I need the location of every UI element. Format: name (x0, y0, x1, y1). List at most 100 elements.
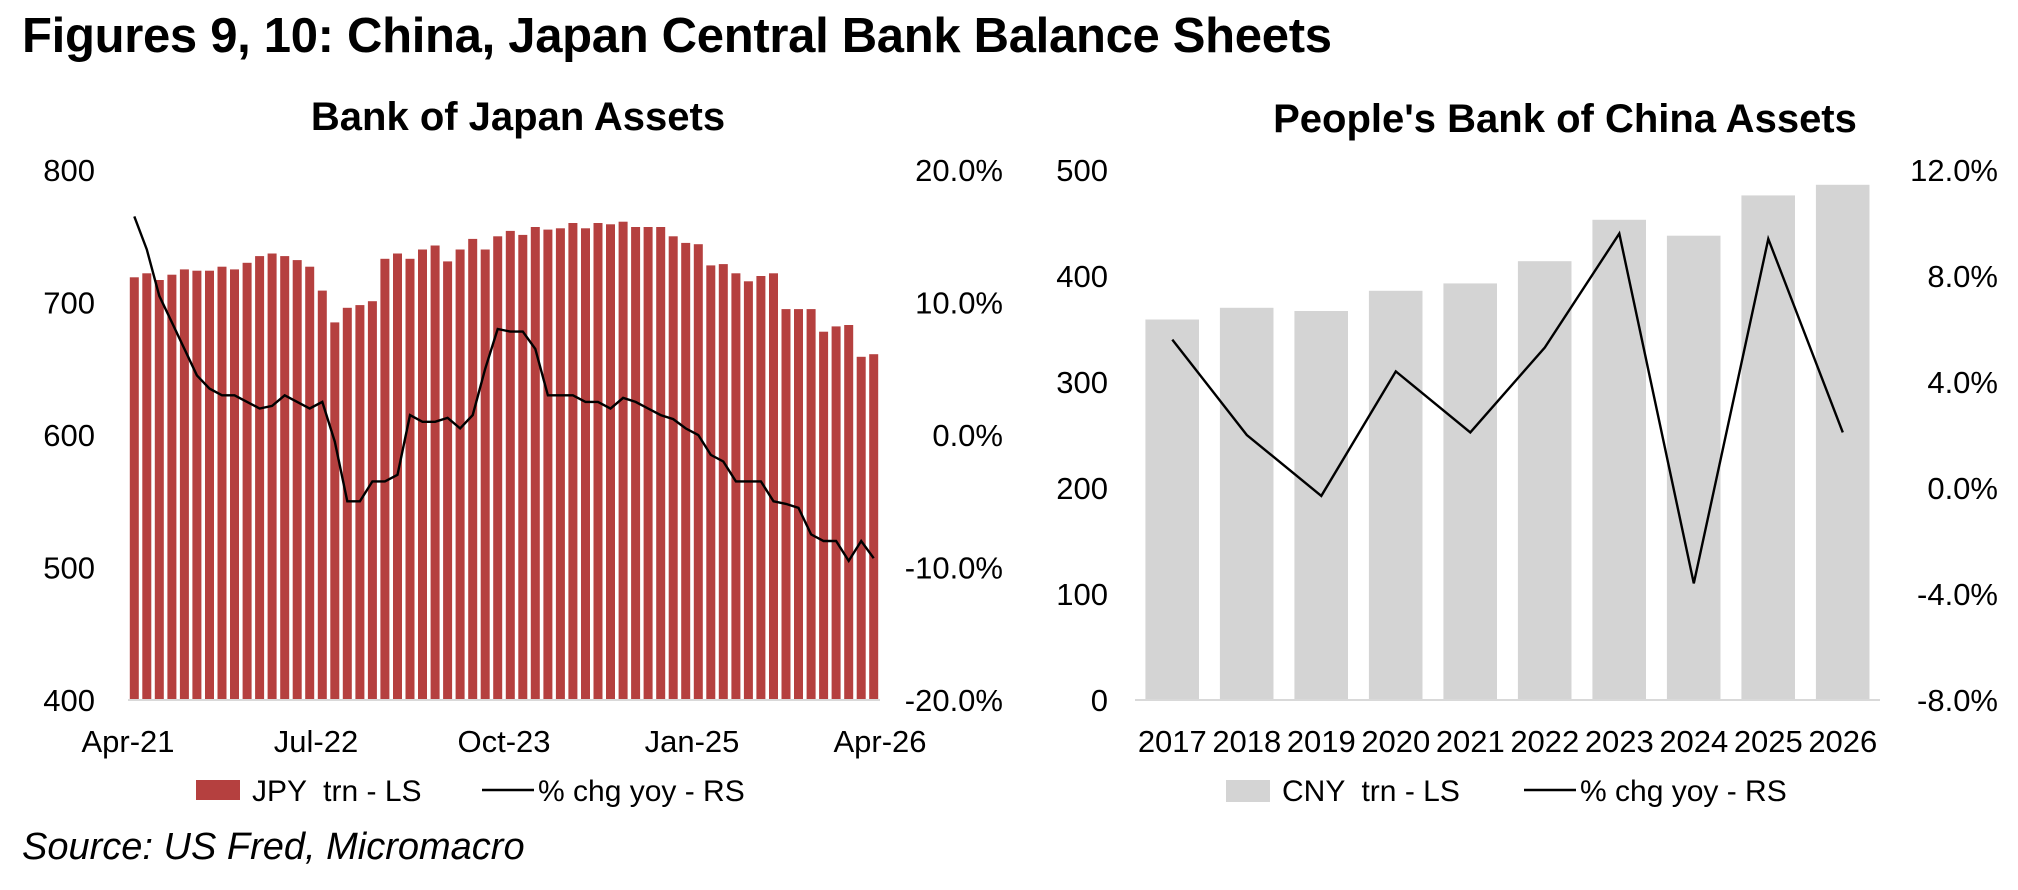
boj-x-ticks: Apr-21 Jul-22 Oct-23 Jan-25 Apr-26 (81, 724, 926, 759)
pboc-right-tick-label: -8.0% (1917, 683, 1998, 718)
boj-x-tick-label: Jul-22 (274, 724, 358, 759)
boj-bar (643, 227, 653, 700)
pboc-right-tick-label: 8.0% (1927, 259, 1998, 294)
pboc-bars (1145, 184, 1870, 701)
boj-bar (555, 228, 565, 701)
pboc-yoy-line (1171, 230, 1844, 584)
boj-bar (819, 331, 829, 700)
boj-bar (480, 249, 490, 700)
boj-bar (305, 266, 315, 700)
pboc-left-tick-label: 500 (1056, 153, 1108, 188)
boj-bar (668, 236, 678, 701)
pboc-x-tick-label: 2021 (1436, 724, 1505, 759)
pboc-x-ticks: 2017 2018 2019 2020 2021 2022 2023 2024 2025 2026 (1138, 724, 1877, 759)
boj-bar (167, 274, 177, 700)
boj-bar (292, 260, 302, 700)
boj-bar (706, 265, 716, 700)
boj-left-tick-label: 600 (43, 418, 95, 453)
boj-bar (142, 273, 152, 700)
boj-chart: Bank of Japan Assets 800 700 600 500 400 20.… (43, 95, 1003, 808)
pboc-x-tick-label: 2018 (1212, 724, 1281, 759)
boj-bar (418, 249, 427, 700)
boj-bar (205, 270, 214, 700)
boj-bar (280, 256, 290, 700)
boj-bar (756, 276, 766, 700)
pboc-legend-bar-swatch (1226, 780, 1270, 802)
boj-bar (844, 325, 854, 700)
pboc-left-tick-label: 400 (1056, 259, 1108, 294)
boj-bar (681, 242, 691, 700)
boj-chart-title: Bank of Japan Assets (311, 95, 725, 139)
boj-legend-bar-swatch (196, 780, 240, 800)
pboc-right-tick-label: 4.0% (1927, 365, 1998, 400)
boj-left-axis-ticks: 800 700 600 500 400 (43, 153, 95, 718)
pboc-bar (1666, 235, 1721, 700)
pboc-right-tick-label: 0.0% (1927, 471, 1998, 506)
boj-bar (367, 301, 377, 700)
boj-bar (255, 256, 265, 700)
boj-bar (330, 322, 340, 700)
boj-right-tick-label: 20.0% (915, 153, 1003, 188)
boj-bar (731, 273, 741, 700)
boj-right-axis-ticks: 20.0% 10.0% 0.0% -10.0% -20.0% (905, 153, 1003, 718)
pboc-left-axis-ticks: 500 400 300 200 100 0 (1056, 153, 1108, 718)
boj-bar (593, 223, 603, 700)
boj-bar (154, 280, 164, 700)
boj-right-tick-label: 10.0% (915, 286, 1003, 321)
pboc-bar (1219, 307, 1274, 700)
boj-bar (743, 281, 753, 700)
pboc-chart-title: People's Bank of China Assets (1273, 97, 1857, 141)
pboc-x-tick-label: 2025 (1734, 724, 1803, 759)
boj-bar (430, 245, 440, 700)
boj-bar (179, 269, 189, 700)
boj-bar (794, 309, 803, 700)
boj-legend-line-label: % chg yoy - RS (538, 775, 745, 808)
boj-bar (769, 273, 778, 700)
boj-bar (129, 277, 139, 700)
boj-bar (455, 249, 465, 700)
boj-x-tick-label: Oct-23 (457, 724, 550, 759)
boj-bar (267, 253, 277, 700)
boj-bar (242, 262, 252, 701)
pboc-chart: People's Bank of China Assets 500 400 300 2… (1056, 97, 1998, 808)
boj-bar (856, 356, 866, 700)
boj-bar (568, 223, 578, 700)
boj-bar (192, 270, 202, 700)
boj-bar (869, 354, 879, 700)
boj-bar (230, 269, 239, 700)
pboc-legend-bar-label: CNY trn - LS (1282, 775, 1460, 808)
boj-left-tick-label: 800 (43, 153, 95, 188)
boj-bar (581, 228, 590, 701)
boj-right-tick-label: -20.0% (905, 683, 1003, 718)
pboc-bar (1592, 219, 1646, 701)
pboc-bar (1294, 311, 1348, 700)
boj-bar (518, 234, 528, 700)
pboc-legend: CNY trn - LS % chg yoy - RS (1226, 775, 1787, 808)
boj-bar (718, 264, 728, 700)
boj-bar (380, 258, 390, 700)
pboc-x-tick-label: 2019 (1287, 724, 1356, 759)
pboc-x-tick-label: 2023 (1585, 724, 1654, 759)
boj-x-tick-label: Apr-21 (81, 724, 174, 759)
boj-right-tick-label: 0.0% (932, 418, 1003, 453)
boj-bar (831, 326, 841, 700)
boj-left-tick-label: 400 (43, 683, 95, 718)
boj-bar (493, 236, 503, 701)
boj-yoy-line (133, 215, 875, 564)
boj-bar (393, 253, 402, 700)
pboc-bar (1741, 195, 1795, 700)
boj-bar (543, 229, 553, 700)
boj-x-tick-label: Jan-25 (645, 724, 740, 759)
pboc-x-tick-label: 2024 (1659, 724, 1728, 759)
pboc-x-tick-label: 2017 (1138, 724, 1207, 759)
boj-bar (656, 227, 666, 700)
pboc-bar (1368, 290, 1423, 700)
boj-bar (505, 230, 515, 700)
pboc-bar (1145, 319, 1199, 700)
boj-bar (606, 224, 615, 701)
boj-bar (443, 261, 453, 700)
boj-left-tick-label: 700 (43, 286, 95, 321)
boj-bar (355, 305, 365, 700)
boj-bar (317, 290, 327, 700)
pboc-left-tick-label: 200 (1056, 471, 1108, 506)
